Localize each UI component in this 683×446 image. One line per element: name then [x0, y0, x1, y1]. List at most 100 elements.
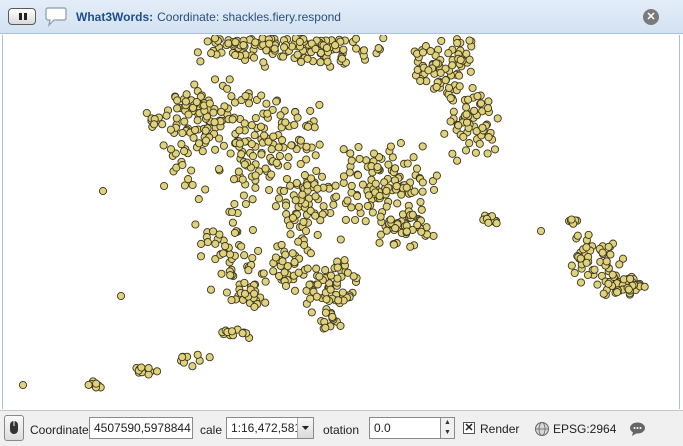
map-point [238, 329, 247, 338]
map-point [293, 113, 302, 122]
map-point [334, 296, 343, 305]
map-point [261, 277, 270, 286]
map-point [241, 91, 250, 101]
map-point [307, 308, 316, 317]
map-point [215, 134, 224, 143]
speech-bubble-icon [45, 7, 67, 27]
map-point [228, 115, 237, 124]
map-point [162, 111, 171, 120]
map-point [418, 142, 427, 151]
map-point [274, 194, 284, 203]
map-point [380, 178, 389, 187]
crs-globe-icon[interactable] [534, 421, 550, 437]
map-point [241, 199, 250, 209]
map-point [282, 174, 292, 184]
map-point [206, 285, 216, 294]
map-point [417, 205, 426, 214]
map-point [313, 184, 322, 193]
map-point [254, 246, 263, 255]
render-checkbox[interactable]: ✕ [463, 422, 475, 434]
map-point [567, 261, 576, 270]
message-text: What3Words: Coordinate: shackles.fiery.re… [76, 10, 341, 24]
map-point [426, 47, 435, 56]
rotation-spinbox[interactable]: 0.0 [369, 417, 441, 439]
map-point [178, 128, 187, 138]
map-point [376, 230, 385, 239]
map-point [195, 139, 204, 148]
map-point [247, 121, 256, 130]
scale-combobox[interactable]: 1:16,472,581 [226, 417, 314, 439]
map-point [382, 226, 391, 235]
map-point [172, 114, 181, 123]
map-point [336, 235, 345, 244]
map-point [339, 45, 348, 54]
map-point [189, 133, 198, 142]
scale-label: cale [200, 423, 223, 437]
map-point [211, 145, 220, 154]
map-canvas[interactable] [2, 35, 680, 409]
map-point [354, 202, 363, 211]
map-point [640, 282, 649, 291]
map-point [333, 263, 342, 272]
map-point [315, 140, 324, 149]
map-point [235, 139, 244, 148]
toggle-extents-button[interactable] [4, 415, 24, 441]
map-point [456, 55, 465, 65]
map-point [432, 82, 441, 92]
map-point [462, 118, 472, 127]
chevron-down-icon[interactable] [297, 418, 313, 438]
coordinate-field[interactable]: 4507590,5978844 [89, 417, 193, 439]
map-point [475, 139, 484, 148]
map-point [275, 271, 284, 281]
map-point [418, 187, 427, 196]
map-point [386, 215, 395, 224]
map-point [352, 44, 361, 53]
map-point [177, 140, 186, 149]
map-point [429, 231, 438, 240]
map-point [392, 182, 401, 191]
map-point [332, 192, 341, 201]
map-point [437, 36, 446, 45]
map-point [382, 186, 391, 195]
map-point [178, 353, 187, 362]
map-point [192, 97, 201, 107]
map-point [173, 104, 182, 113]
map-point [251, 183, 260, 192]
map-point [209, 227, 218, 236]
map-point [446, 94, 455, 103]
map-point [492, 219, 501, 228]
map-point [248, 195, 257, 204]
messages-icon[interactable] [629, 421, 646, 437]
map-point [483, 104, 493, 113]
map-point [416, 197, 425, 207]
map-point [279, 52, 288, 61]
map-point [272, 97, 281, 106]
map-point [298, 190, 307, 199]
map-point [337, 54, 347, 63]
map-point [446, 117, 455, 126]
map-point [259, 269, 268, 278]
crs-label[interactable]: EPSG:2964 [553, 422, 617, 436]
map-point [250, 131, 259, 140]
map-point [606, 250, 615, 259]
render-label: Render [480, 422, 520, 436]
map-point [290, 258, 299, 267]
map-point [418, 48, 428, 57]
map-point [290, 120, 299, 129]
close-icon[interactable]: ✕ [643, 9, 659, 25]
map-point [256, 122, 266, 131]
map-point [471, 148, 480, 157]
rotation-stepper[interactable]: ▲ ▼ [441, 417, 455, 439]
map-point [465, 139, 474, 148]
map-point [618, 254, 628, 263]
map-point [493, 114, 502, 123]
map-point [311, 211, 320, 220]
map-point [227, 296, 236, 305]
map-point [203, 238, 212, 247]
map-point [265, 39, 274, 48]
pause-icon[interactable] [8, 8, 36, 25]
map-point [265, 185, 274, 195]
map-point [417, 227, 426, 236]
map-point [240, 278, 249, 287]
map-point [281, 281, 291, 290]
